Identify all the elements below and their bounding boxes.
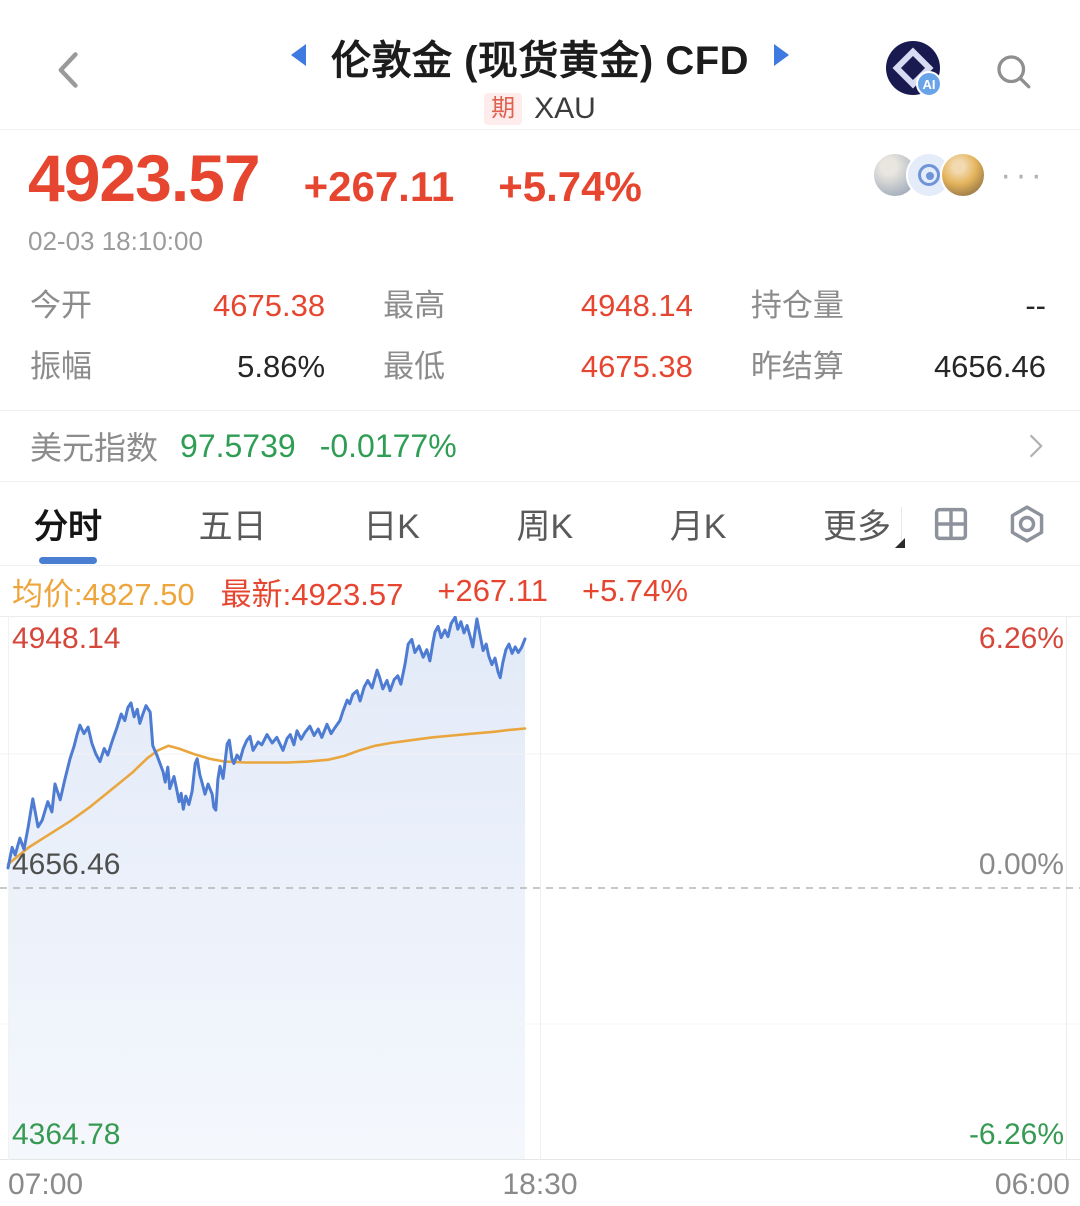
usd-index-value: 97.5739 [180, 427, 296, 464]
legend-last: 最新:4923.57 [220, 576, 404, 612]
stat-open-interest: 持仓量 -- [750, 288, 1046, 323]
dropdown-corner-icon [895, 538, 906, 548]
y-label-settle: 4656.46 [12, 848, 121, 881]
chart-canvas[interactable] [0, 616, 1080, 1160]
stat-prev-settle: 昨结算 4656.46 [750, 349, 1046, 384]
usd-index-label: 美元指数 [30, 430, 159, 466]
svg-text:AI: AI [923, 77, 936, 92]
price-change-percent: +5.74% [498, 163, 642, 210]
x-axis: 07:00 18:30 06:00 [0, 1168, 1080, 1206]
stat-low: 最低 4675.38 [383, 349, 693, 384]
x-label-mid: 18:30 [502, 1168, 578, 1201]
market-type-badge: 期 [484, 92, 523, 126]
tab-monthly-k[interactable]: 月K [669, 508, 727, 546]
chart-settings-icon[interactable] [1004, 501, 1050, 547]
next-instrument-icon[interactable] [771, 42, 793, 73]
price-line [6, 616, 527, 870]
header: 伦敦金 (现货黄金) CFD 期 XAU AI [0, 0, 1080, 130]
search-icon[interactable] [992, 50, 1034, 92]
y-label-low-pct: -6.26% [968, 1118, 1064, 1151]
last-price: 4923.57 [28, 141, 261, 215]
y-label-high-pct: 6.26% [978, 622, 1064, 655]
y-label-low: 4364.78 [12, 1118, 121, 1151]
stat-high: 最高 4948.14 [383, 288, 693, 323]
instrument-symbol: XAU [534, 92, 596, 125]
more-users-icon[interactable]: ··· [1000, 155, 1046, 194]
x-label-start: 07:00 [8, 1168, 84, 1201]
price-change: +267.11 [303, 163, 455, 210]
divider [901, 506, 903, 541]
tab-daily-k[interactable]: 日K [363, 508, 420, 546]
ai-assistant-icon[interactable]: AI [884, 40, 944, 100]
quote-stats-grid: 今开 4675.38 最高 4948.14 持仓量 -- 振幅 5.86% 最低… [0, 270, 1080, 410]
stat-amplitude: 振幅 5.86% [30, 349, 326, 384]
legend-change-percent: +5.74% [581, 573, 688, 608]
usd-index-row[interactable]: 美元指数 97.5739 -0.0177% [0, 410, 1080, 482]
chart-legend: 均价:4827.50 最新:4923.57 +267.11 +5.74% [0, 566, 1080, 616]
usd-index-change: -0.0177% [319, 427, 457, 464]
y-label-high: 4948.14 [12, 622, 121, 655]
page-title: 伦敦金 (现货黄金) CFD [330, 39, 750, 83]
average-price-line [6, 727, 527, 866]
prev-instrument-icon[interactable] [287, 42, 309, 73]
active-tab-underline [39, 557, 97, 564]
legend-average: 均价:4827.50 [12, 576, 195, 612]
user-avatar[interactable] [940, 152, 987, 198]
tab-more[interactable]: 更多 [823, 499, 906, 548]
intraday-chart[interactable]: 4948.14 6.26% 4656.46 0.00% 4364.78 -6.2… [0, 616, 1080, 1206]
stat-open: 今开 4675.38 [30, 288, 326, 323]
weibo-eye-icon [918, 164, 941, 186]
chevron-right-icon [1020, 431, 1050, 461]
back-icon[interactable] [48, 46, 92, 94]
y-label-zero-pct: 0.00% [978, 848, 1064, 881]
tab-minute[interactable]: 分时 [34, 499, 102, 564]
x-label-end: 06:00 [994, 1168, 1070, 1201]
chart-period-tabs: 分时 五日 日K 周K 月K 更多 [0, 482, 1080, 566]
quote-timestamp: 02-03 18:10:00 [28, 226, 203, 256]
legend-change: +267.11 [437, 573, 548, 608]
grid-layout-icon[interactable] [928, 501, 974, 547]
tab-five-day[interactable]: 五日 [198, 508, 267, 546]
tab-weekly-k[interactable]: 周K [516, 508, 574, 546]
quote-section: 4923.57 +267.11 +5.74% 02-03 18:10:00 ··… [0, 130, 1080, 270]
